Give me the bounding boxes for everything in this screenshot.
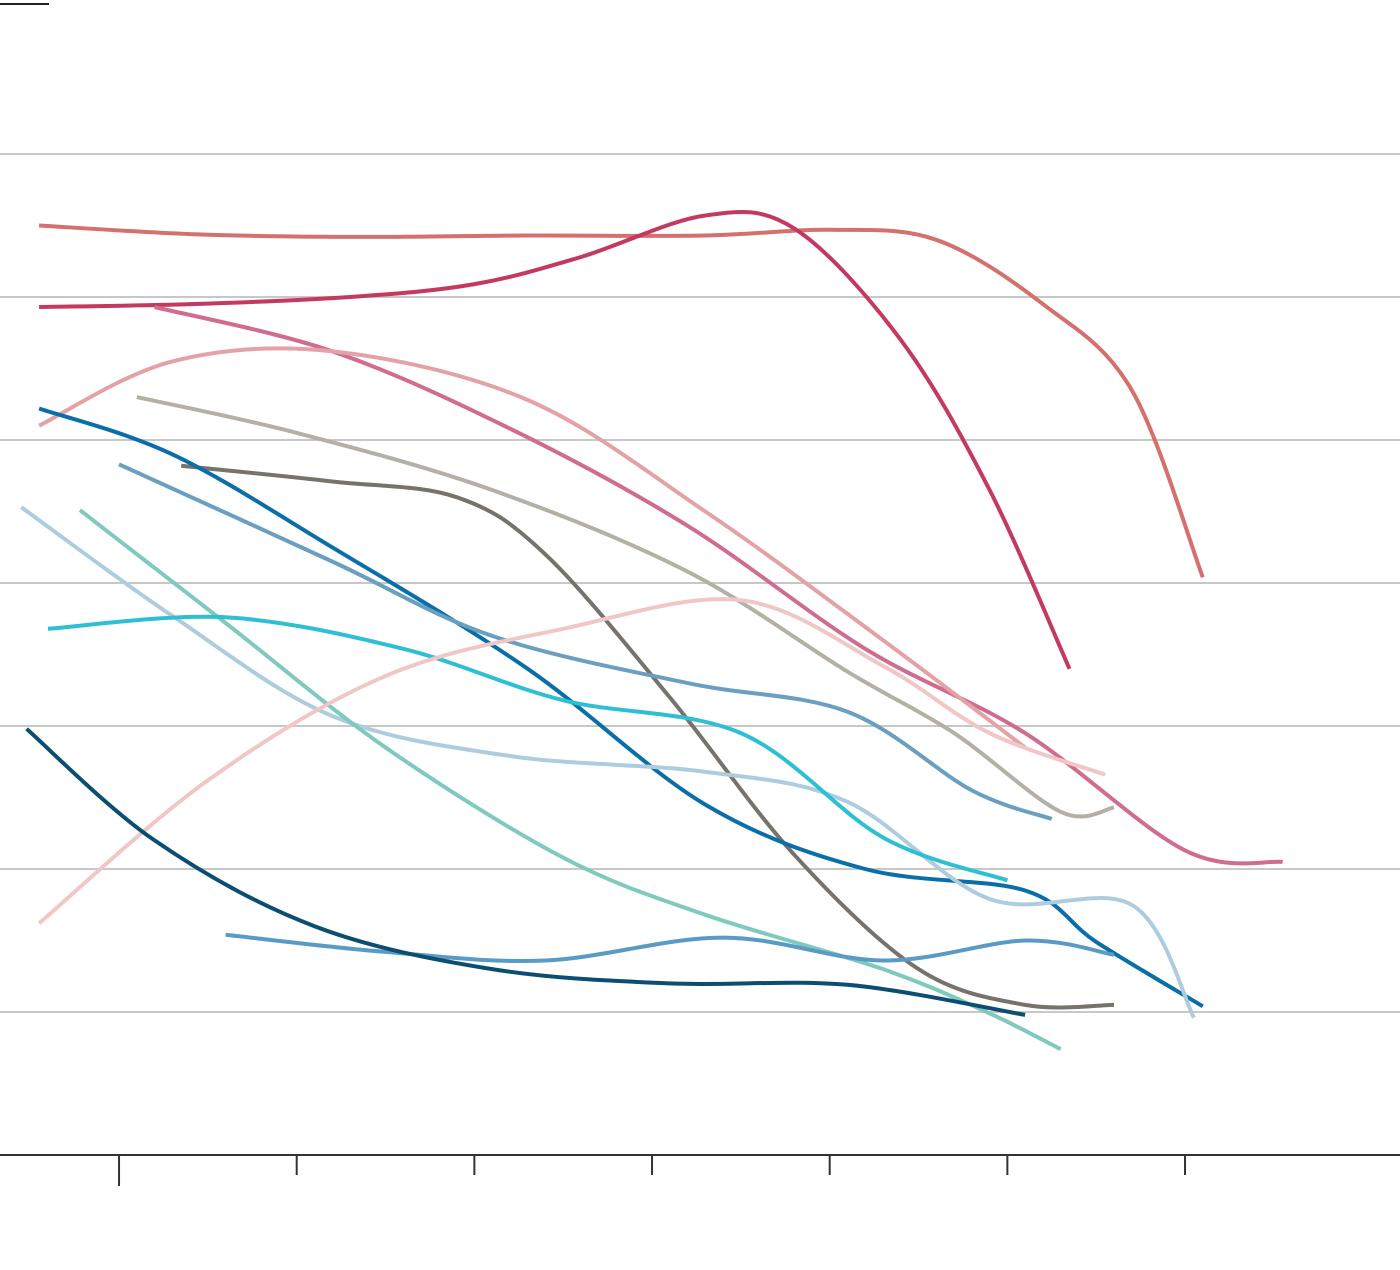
series-line-4 bbox=[38, 346, 1027, 750]
series-line-1 bbox=[38, 223, 1205, 579]
series-line-2 bbox=[39, 209, 1072, 670]
series-lines bbox=[20, 209, 1283, 1051]
series-line-12 bbox=[37, 597, 1106, 925]
series-line-14 bbox=[25, 727, 1026, 1017]
y-gridlines bbox=[0, 153, 1400, 1013]
series-line-10 bbox=[78, 508, 1062, 1051]
series-line-11 bbox=[47, 614, 1009, 883]
series-line-7 bbox=[38, 406, 1204, 1009]
series-line-8 bbox=[118, 462, 1053, 821]
series-line-5 bbox=[136, 395, 1115, 819]
series-line-13 bbox=[225, 932, 1115, 964]
x-axis bbox=[0, 1154, 1400, 1186]
series-line-9 bbox=[20, 505, 1196, 1019]
series-line-6 bbox=[180, 463, 1115, 1010]
series-line-3 bbox=[154, 305, 1283, 866]
